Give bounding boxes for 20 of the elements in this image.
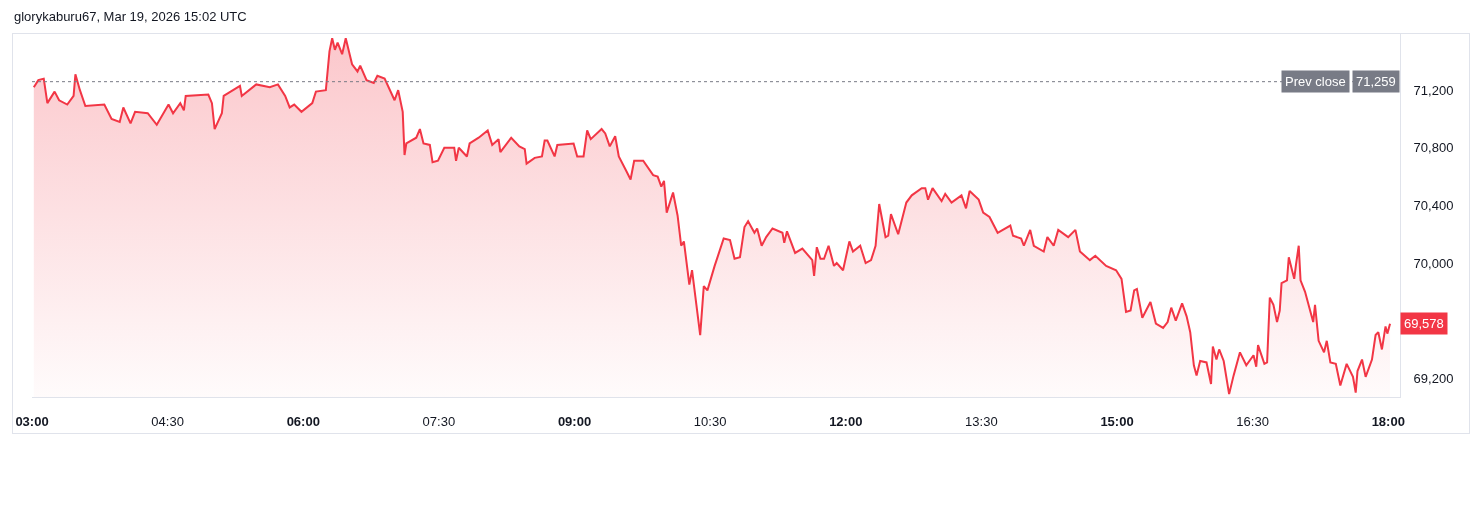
x-tick-label: 16:30	[1236, 413, 1269, 429]
x-tick-label: 06:00	[286, 413, 320, 429]
x-tick-label: 18:00	[1371, 413, 1405, 429]
y-tick-label: 69,200	[1413, 370, 1454, 386]
x-tick-label: 07:30	[422, 413, 456, 429]
annotation: 69,578	[1404, 316, 1444, 331]
y-tick-label: 70,400	[1413, 197, 1454, 213]
x-tick-label: 15:00	[1100, 413, 1134, 429]
y-tick-label: 70,800	[1413, 140, 1454, 156]
y-tick-label: 70,000	[1413, 255, 1454, 271]
x-tick-label: 09:00	[557, 413, 592, 429]
ref-line-label: Prev close	[1285, 74, 1346, 89]
x-tick-label: 10:30	[693, 413, 727, 429]
y-tick-label: 71,200	[1413, 82, 1454, 98]
x-tick-label: 03:00	[15, 413, 49, 429]
text: glorykaburu67, Mar 19, 2026 15:02 UTC	[14, 9, 247, 24]
x-tick-label: 04:30	[151, 413, 184, 429]
x-tick-label: 12:00	[829, 413, 863, 429]
x-tick-label: 13:30	[965, 413, 998, 429]
annotation: 71,259	[1356, 74, 1396, 89]
